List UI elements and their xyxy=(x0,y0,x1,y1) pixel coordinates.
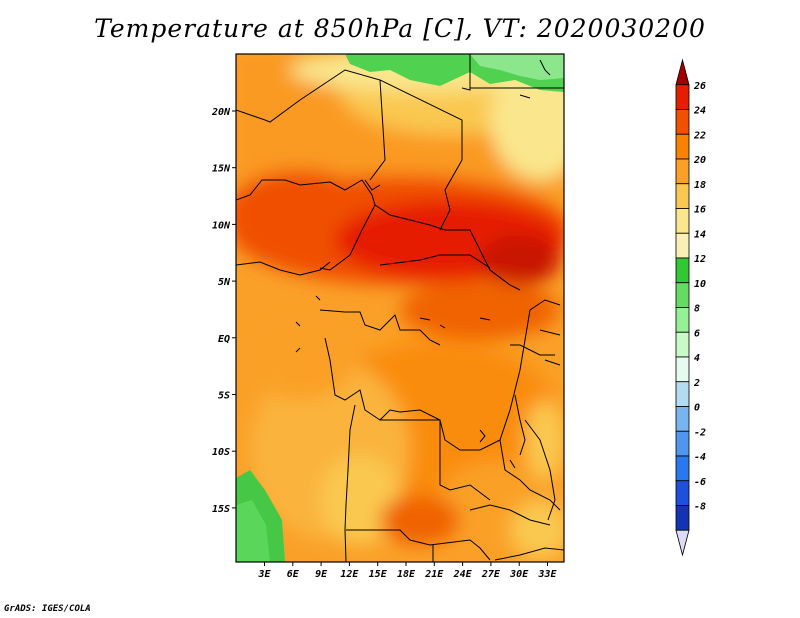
colorbar-swatch xyxy=(675,381,690,407)
colorbar-label: 20 xyxy=(693,155,706,166)
colorbar-swatch xyxy=(675,183,690,209)
colorbar-swatch xyxy=(675,109,690,135)
colorbar-swatch xyxy=(675,356,690,383)
lon-label: 3E xyxy=(257,569,271,580)
lon-label: 18E xyxy=(397,569,416,580)
lat-label: 5S xyxy=(218,391,230,402)
lon-label: 27E xyxy=(481,569,501,580)
colorbar-label: 22 xyxy=(693,130,706,141)
colorbar-swatch xyxy=(675,208,690,234)
colorbar-label: -2 xyxy=(694,427,706,438)
colorbar-swatch xyxy=(675,455,690,482)
colorbar-label: -4 xyxy=(694,452,706,463)
lon-label: 24E xyxy=(453,569,473,580)
borders xyxy=(236,54,564,562)
lat-label: 10S xyxy=(212,447,230,458)
colorbar-label: 4 xyxy=(694,353,700,364)
latitude-axis: 20N 15N 10N 5N EQ 5S 10S 15S xyxy=(211,107,236,515)
colorbar-label: 16 xyxy=(694,205,706,216)
lat-label: 20N xyxy=(211,107,231,118)
colorbar-swatch xyxy=(675,505,690,531)
colorbar-label: -8 xyxy=(694,502,706,513)
colorbar-label: 24 xyxy=(693,106,706,117)
colorbar-label: 12 xyxy=(694,254,706,265)
colorbar-swatch xyxy=(675,232,690,259)
lon-label: 30E xyxy=(509,569,529,580)
colorbar-label: 26 xyxy=(693,81,706,92)
colorbar-label: 14 xyxy=(694,229,706,240)
colorbar-label: -6 xyxy=(694,477,706,488)
map-frame xyxy=(235,53,565,563)
colorbar-label: 0 xyxy=(694,403,700,414)
colorbar-label: 2 xyxy=(693,378,700,389)
temperature-field xyxy=(236,54,564,562)
lon-label: 9E xyxy=(315,569,328,580)
lat-label: 15S xyxy=(212,504,230,515)
colorbar-swatch xyxy=(675,430,690,457)
lon-label: 33E xyxy=(537,569,557,580)
colorbar-swatch xyxy=(675,133,690,160)
longitude-axis: 3E 6E 9E 12E 15E 18E 21E 24E 27E 30E 33E xyxy=(257,562,558,580)
lon-label: 21E xyxy=(424,569,444,580)
colorbar-swatch xyxy=(675,307,690,333)
lat-label: 5N xyxy=(218,277,231,288)
colorbar-swatch xyxy=(675,282,690,308)
colorbar-swatch xyxy=(675,406,690,432)
lon-label: 12E xyxy=(340,569,359,580)
colorbar-swatch xyxy=(675,480,690,506)
colorbar-swatch xyxy=(675,158,690,185)
colorbar-swatch xyxy=(675,58,690,86)
colorbar-swatch xyxy=(675,529,690,557)
colorbar-label: 6 xyxy=(694,328,700,339)
lat-label: EQ xyxy=(218,334,230,345)
colorbar-swatch xyxy=(675,84,690,110)
colorbar-swatch xyxy=(675,257,690,284)
colorbar-label: 8 xyxy=(694,304,700,315)
colorbar-swatch xyxy=(675,331,690,358)
colorbar-label: 18 xyxy=(694,180,706,191)
lat-label: 15N xyxy=(212,164,231,175)
colorbar-label: 10 xyxy=(694,279,706,290)
lon-label: 6E xyxy=(287,569,300,580)
map-title: Temperature at 850hPa [C], VT: 202003020… xyxy=(94,14,706,43)
credit-text: GrADS: IGES/COLA xyxy=(4,604,91,614)
lon-label: 15E xyxy=(369,569,388,580)
lat-label: 10N xyxy=(212,220,231,231)
